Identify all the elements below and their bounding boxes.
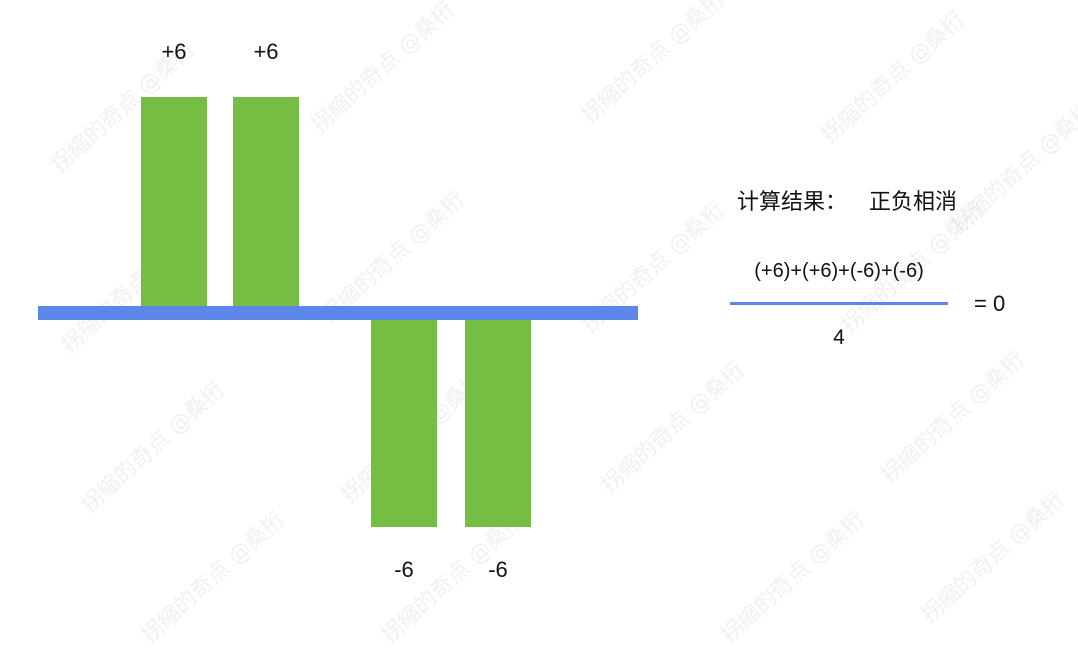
bar-chart [38, 97, 638, 527]
bar-3 [371, 312, 437, 527]
result-value: 正负相消 [869, 189, 958, 214]
bar-value-label-4: -6 [488, 557, 508, 582]
bar-value-label-2: +6 [253, 39, 279, 64]
diagram-canvas: 拐縮的奇点 @桑桁 拐縮的奇点 @桑桁 拐縮的奇点 @桑桁 拐縮的奇点 @桑桁 拐縮的奇… [38, 0, 1078, 648]
bar-4 [465, 312, 531, 527]
bar-value-label-1: +6 [161, 39, 187, 64]
fraction-denominator: 4 [833, 326, 845, 349]
equals-result: = 0 [974, 291, 1006, 316]
bar-1 [141, 97, 207, 312]
result-title: 计算结果： [737, 189, 848, 214]
bar-2 [233, 97, 299, 312]
fraction-bar [730, 302, 948, 305]
result-line: 计算结果： 正负相消 [737, 188, 957, 216]
bar-value-label-3: -6 [394, 557, 414, 582]
zero-baseline [38, 306, 638, 320]
fraction-numerator: (+6)+(+6)+(-6)+(-6) [754, 260, 924, 282]
bars [141, 97, 531, 527]
